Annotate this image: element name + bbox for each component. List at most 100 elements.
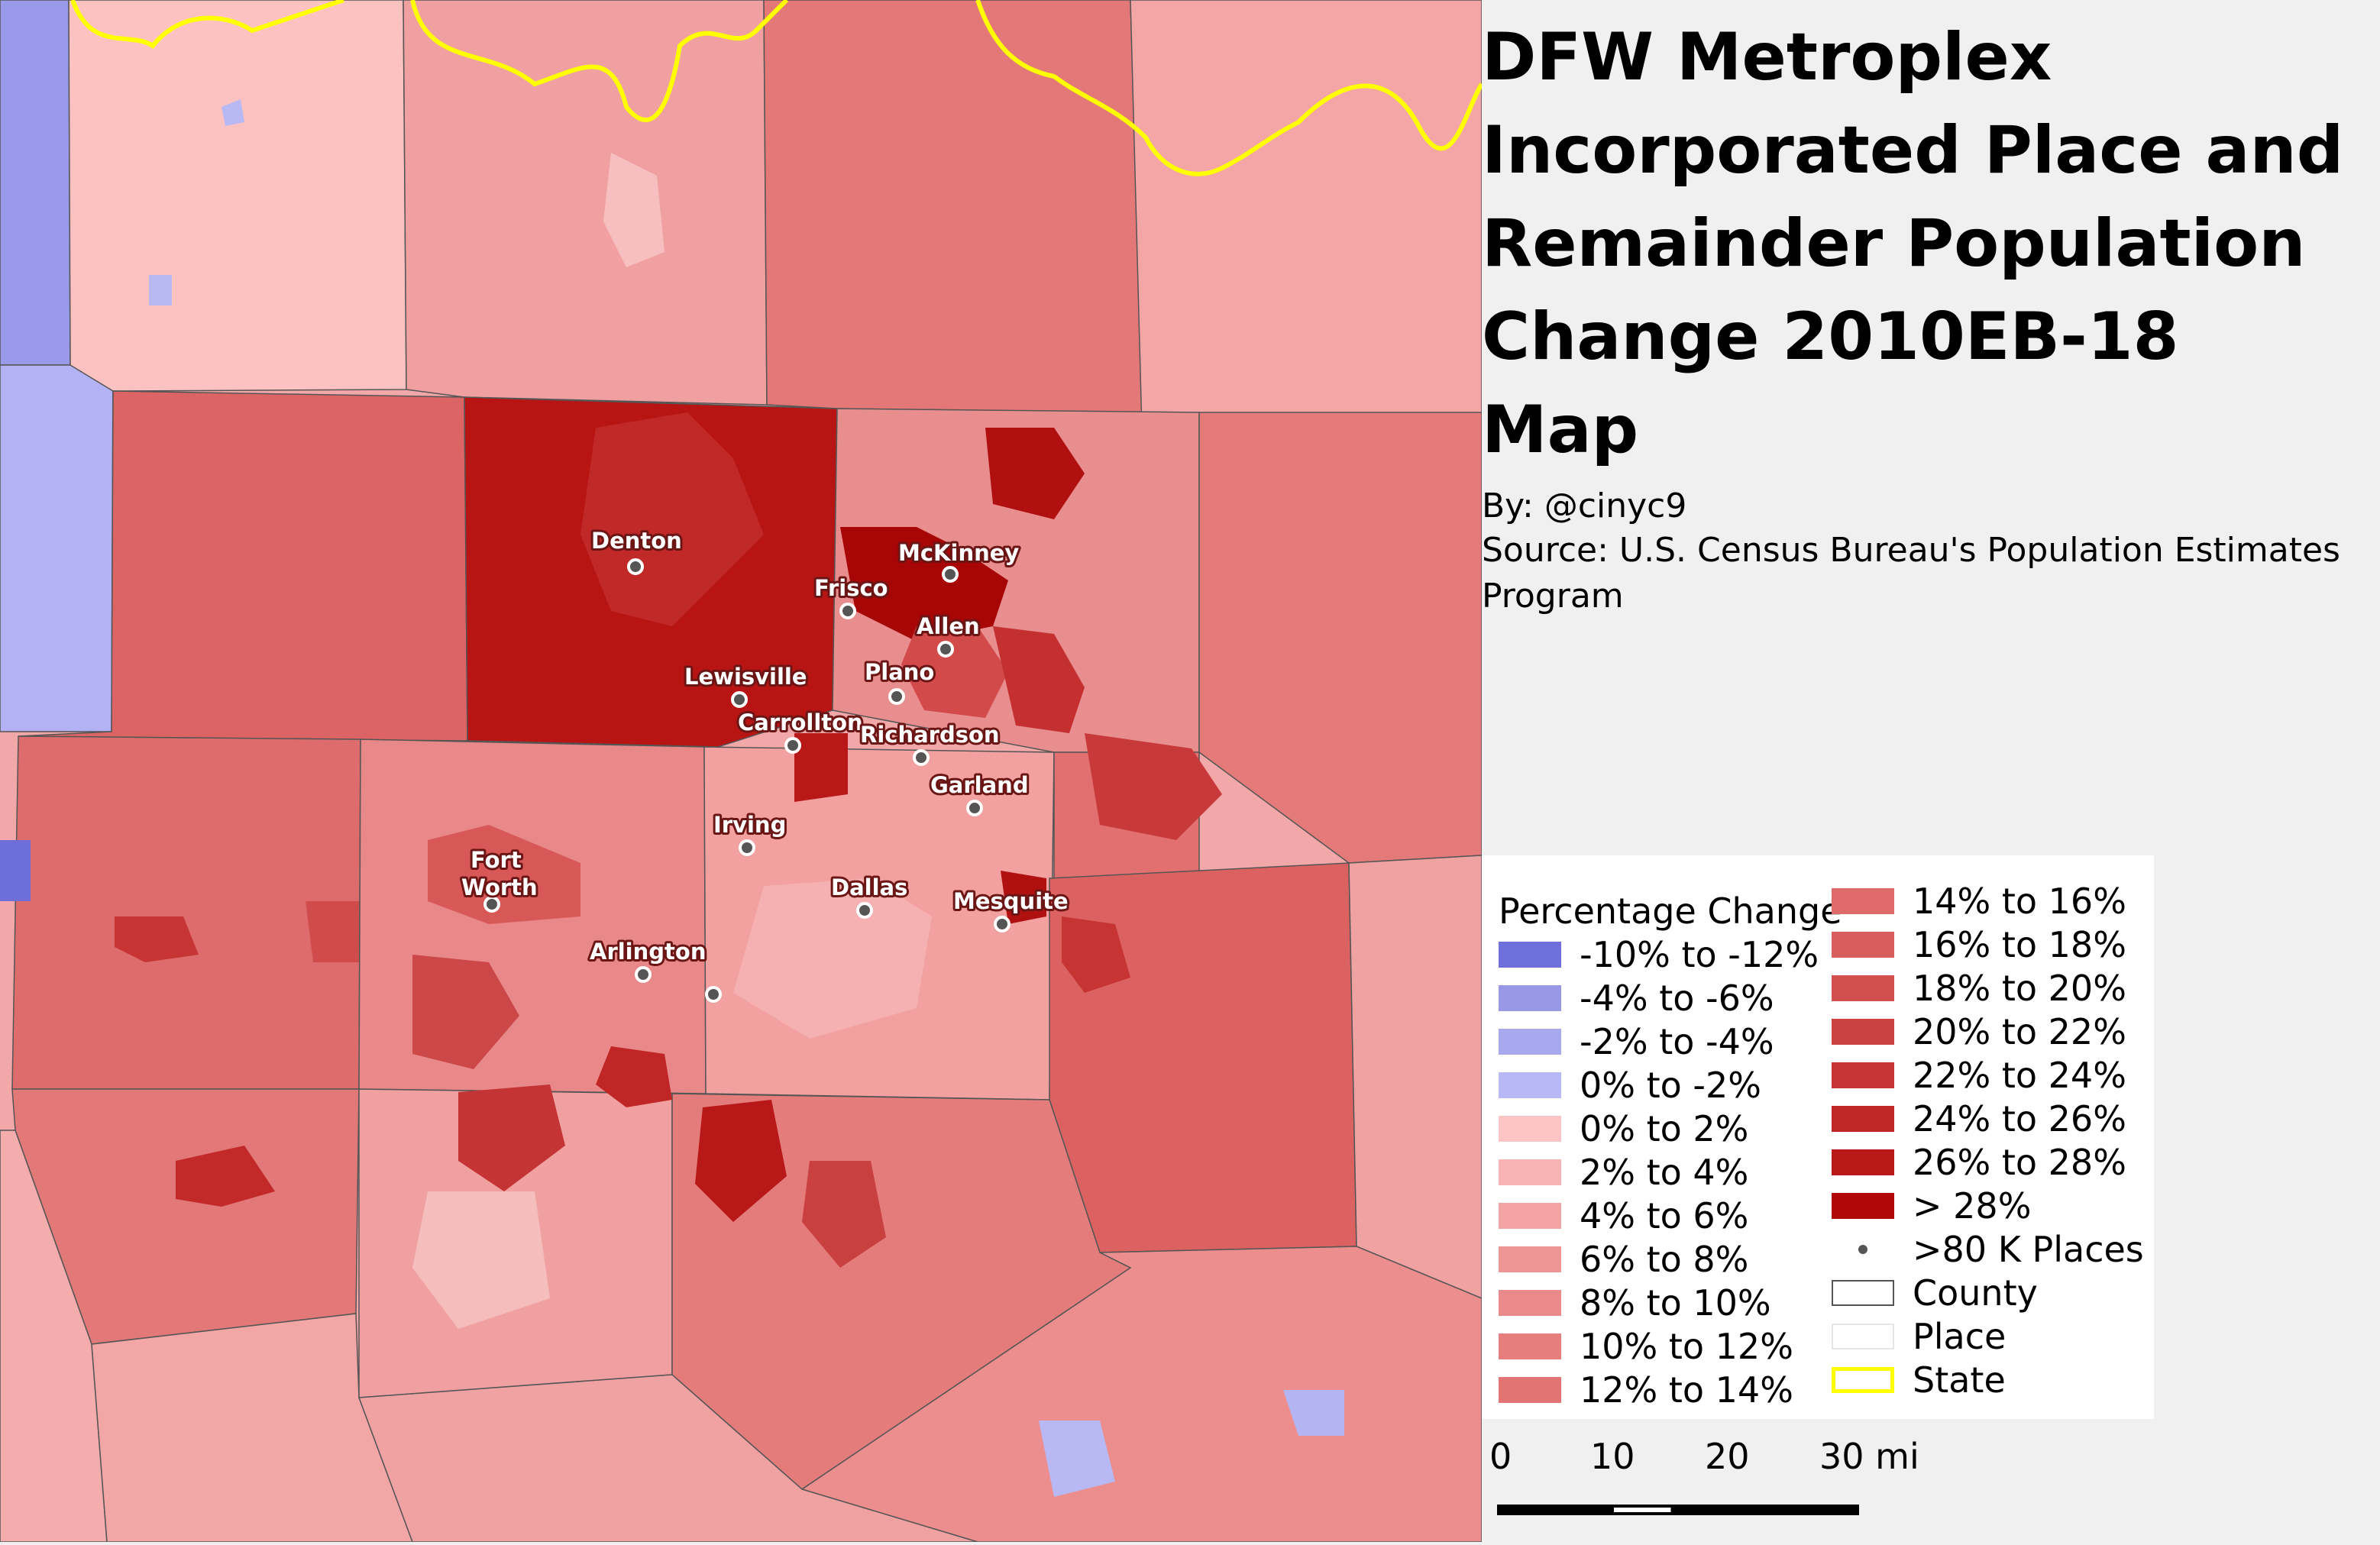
legend-item: State xyxy=(1832,1359,2006,1401)
county-ne-top xyxy=(1130,0,1483,459)
info-panel: DFW Metroplex Incorporated Place and Rem… xyxy=(1482,0,2380,1542)
legend-label: 10% to 12% xyxy=(1580,1326,1793,1367)
legend-swatch xyxy=(1832,1236,1894,1262)
legend-swatch xyxy=(1499,942,1561,968)
legend-label: 24% to 26% xyxy=(1913,1098,2126,1139)
svg-text:Richardson: Richardson xyxy=(860,722,1000,748)
legend-swatch xyxy=(1499,1333,1561,1359)
legend-swatch xyxy=(1832,1367,1894,1393)
source-credit: Source: U.S. Census Bureau's Population … xyxy=(1482,531,2340,570)
svg-text:Denton: Denton xyxy=(591,528,682,554)
legend-item: 6% to 8% xyxy=(1499,1238,1748,1281)
legend-swatch xyxy=(1499,985,1561,1011)
scale-label-0: 0 xyxy=(1489,1436,1512,1477)
legend-label: 18% to 20% xyxy=(1913,968,2126,1009)
city-mckinney: McKinney xyxy=(896,538,1021,583)
legend-item: > 28% xyxy=(1832,1185,2031,1227)
legend-swatch xyxy=(1832,1280,1894,1306)
legend-item: 4% to 6% xyxy=(1499,1194,1748,1237)
legend-label: 0% to -2% xyxy=(1580,1065,1761,1106)
legend-item: County xyxy=(1832,1272,2038,1314)
county-north-b xyxy=(763,0,1143,413)
scale-label-30: 30 mi xyxy=(1819,1436,1919,1477)
legend-label: 14% to 16% xyxy=(1913,881,2126,922)
svg-text:Dallas: Dallas xyxy=(831,874,907,900)
legend-item: 26% to 28% xyxy=(1832,1141,2126,1184)
legend-item: >80 K Places xyxy=(1832,1228,2144,1271)
author-credit: By: @cinyc9 xyxy=(1482,486,1687,525)
legend-label: Place xyxy=(1913,1316,2007,1357)
legend-swatch xyxy=(1499,1159,1561,1185)
legend-item: 14% to 16% xyxy=(1832,880,2126,923)
legend-item: -10% to -12% xyxy=(1499,933,1819,976)
scale-label-20: 20 xyxy=(1705,1436,1750,1477)
legend-item: 0% to -2% xyxy=(1499,1064,1761,1107)
city-markers: Denton McKinney Frisco Allen Lewisville … xyxy=(459,525,1071,1003)
legend-swatch xyxy=(1832,888,1894,914)
legend-swatch xyxy=(1499,1029,1561,1055)
county-s-a xyxy=(357,1374,978,1543)
legend-label: 2% to 4% xyxy=(1580,1152,1749,1193)
city-allen: Allen xyxy=(914,611,982,658)
legend-label: -4% to -6% xyxy=(1580,978,1774,1019)
svg-text:Worth: Worth xyxy=(461,874,538,900)
county-polygons xyxy=(0,0,1483,1543)
city-lewisville: Lewisville xyxy=(682,661,810,708)
svg-text:Garland: Garland xyxy=(930,772,1029,798)
city-garland: Garland xyxy=(928,770,1031,816)
svg-text:Irving: Irving xyxy=(713,812,786,838)
legend-swatch xyxy=(1832,1149,1894,1175)
legend-swatch xyxy=(1499,1116,1561,1142)
city-denton: Denton xyxy=(589,525,684,575)
county-far-west-mid xyxy=(0,364,114,732)
legend-swatch xyxy=(1832,1193,1894,1219)
legend-item: -2% to -4% xyxy=(1499,1020,1774,1063)
city-frisco: Frisco xyxy=(812,573,891,619)
scale-bar-graphic xyxy=(1497,1505,1859,1515)
place-patches xyxy=(0,99,1344,1497)
legend-item: -4% to -6% xyxy=(1499,977,1774,1020)
county-east-mid xyxy=(1348,855,1483,1300)
svg-text:Allen: Allen xyxy=(917,613,980,639)
legend-swatch xyxy=(1832,975,1894,1001)
legend-label: 8% to 10% xyxy=(1580,1282,1771,1324)
legend-item: 24% to 26% xyxy=(1832,1097,2126,1140)
city-dallas: Dallas xyxy=(829,872,910,919)
svg-text:Carrollton: Carrollton xyxy=(738,709,863,735)
legend-item: 16% to 18% xyxy=(1832,923,2126,966)
legend-item: 22% to 24% xyxy=(1832,1054,2126,1097)
city-irving: Irving xyxy=(711,810,788,856)
svg-text:Plano: Plano xyxy=(865,659,934,685)
city-unlabeled xyxy=(705,986,722,1003)
legend-title: Percentage Change xyxy=(1499,890,1842,932)
legend-swatch xyxy=(1832,932,1894,958)
legend-label: 16% to 18% xyxy=(1913,924,2126,965)
legend-label: 0% to 2% xyxy=(1580,1108,1749,1149)
legend-label: 4% to 6% xyxy=(1580,1195,1749,1236)
legend-item: 20% to 22% xyxy=(1832,1010,2126,1053)
legend-swatch xyxy=(1832,1324,1894,1349)
legend: Percentage Change -10% to -12% -4% to -6%… xyxy=(1482,855,2154,1419)
legend-swatch xyxy=(1499,1290,1561,1316)
svg-text:Frisco: Frisco xyxy=(814,575,888,601)
legend-label: 26% to 28% xyxy=(1913,1142,2126,1183)
legend-label: County xyxy=(1913,1272,2038,1314)
legend-swatch xyxy=(1499,1246,1561,1272)
legend-item: 0% to 2% xyxy=(1499,1107,1748,1150)
svg-text:McKinney: McKinney xyxy=(898,540,1019,566)
legend-item: 10% to 12% xyxy=(1499,1325,1793,1368)
svg-text:Mesquite: Mesquite xyxy=(953,888,1069,914)
svg-text:Arlington: Arlington xyxy=(590,939,706,965)
legend-swatch xyxy=(1499,1072,1561,1098)
legend-swatch xyxy=(1832,1062,1894,1088)
city-mesquite: Mesquite xyxy=(951,886,1071,932)
legend-label: > 28% xyxy=(1913,1185,2032,1227)
county-nw-top xyxy=(68,0,407,392)
city-carrollton: Carrollton xyxy=(736,707,865,754)
legend-item: 18% to 20% xyxy=(1832,967,2126,1010)
legend-item: 12% to 14% xyxy=(1499,1369,1793,1411)
city-plano: Plano xyxy=(862,657,936,705)
legend-item: 8% to 10% xyxy=(1499,1282,1771,1324)
legend-swatch xyxy=(1499,1203,1561,1229)
